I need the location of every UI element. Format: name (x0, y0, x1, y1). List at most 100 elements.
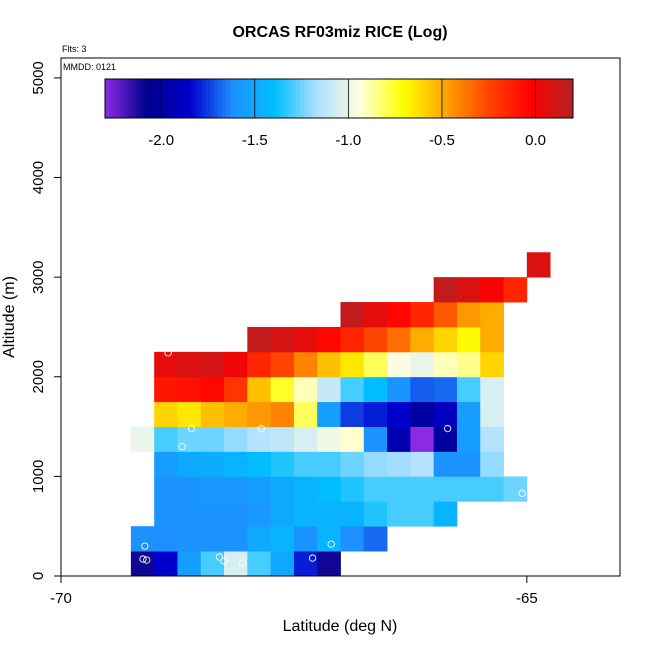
colorbar-segment (526, 79, 531, 118)
heatmap-cell (224, 451, 248, 477)
colorbar-tick-label: 0.0 (525, 132, 546, 149)
heatmap-cell (340, 302, 365, 328)
colorbar-segment (225, 79, 231, 118)
heatmap-cell (270, 451, 295, 477)
heatmap-cell (177, 351, 202, 378)
heatmap-cell (433, 277, 458, 303)
heatmap-cell (456, 302, 481, 328)
colorbar-segment (350, 79, 356, 118)
colorbar-segment (105, 79, 110, 118)
heatmap-cell (317, 501, 341, 527)
heatmap-cell (247, 326, 272, 353)
colorbar-segment (186, 79, 192, 118)
colorbar-segment (557, 79, 562, 118)
colorbar-segment (530, 79, 535, 118)
heatmap-cell (363, 351, 388, 378)
colorbar-segment (428, 79, 434, 118)
colorbar-segment (116, 79, 122, 118)
flight-point (518, 489, 526, 497)
colorbar-segment (467, 79, 473, 118)
heatmap-cell (433, 302, 458, 328)
colorbar-segment (514, 79, 519, 118)
flight-point (139, 555, 147, 563)
heatmap-cell (154, 426, 178, 452)
colorbar-segment (315, 79, 320, 118)
heatmap-cell (293, 351, 318, 378)
colorbar-segment (522, 79, 527, 118)
heatmap-cell (410, 302, 435, 328)
colorbar-segment (475, 79, 480, 118)
colorbar-segment (362, 79, 367, 118)
colorbar-segment (354, 79, 359, 118)
colorbar-segment (132, 79, 137, 118)
heatmap-cell (480, 326, 504, 353)
heatmap-cell (224, 351, 248, 378)
colorbar-segment (409, 79, 414, 118)
colorbar-segment (108, 79, 114, 118)
heatmap-cell (433, 476, 458, 502)
y-axis-label: Altitude (m) (1, 276, 18, 358)
heatmap-cell (270, 551, 295, 577)
colorbar-segment (210, 79, 215, 118)
colorbar-segment (167, 79, 172, 118)
heatmap-cell (456, 351, 481, 378)
heatmap-cell (317, 426, 341, 452)
heatmap-cell (200, 501, 225, 527)
colorbar-tick-label: -1.5 (242, 132, 268, 149)
heatmap-cell (154, 451, 178, 477)
heatmap-cell (247, 551, 272, 577)
heatmap-cell (293, 401, 318, 427)
colorbar-segment (206, 79, 211, 118)
y-tick-label: 1000 (30, 460, 47, 493)
flight-track-points (139, 249, 592, 567)
plot-frame (60, 57, 621, 577)
flights-annotation: Flts: 3 (62, 44, 87, 54)
colorbar-segment (436, 79, 441, 118)
heatmap-cell (270, 426, 295, 452)
colorbar-segment (218, 79, 223, 118)
heatmap-cell (154, 351, 178, 378)
colorbar-segment (280, 79, 285, 118)
colorbar-segment (487, 79, 492, 118)
colorbar-segment (463, 79, 469, 118)
heatmap-cell (270, 401, 295, 427)
heatmap-cell (270, 376, 295, 403)
heatmap-cell (200, 376, 225, 403)
flight-point (178, 442, 186, 451)
heatmap-cell (130, 551, 155, 577)
colorbar-segment (561, 79, 566, 118)
heatmap-cell (270, 476, 295, 502)
heatmap-cell (387, 376, 411, 403)
heatmap-cell (247, 401, 272, 427)
heatmap-cell (410, 451, 435, 477)
flight-point (583, 249, 592, 257)
y-tick-label: 3000 (30, 260, 47, 293)
colorbar-segment (253, 79, 258, 118)
flight-point (257, 424, 265, 433)
colorbar-segment (378, 79, 383, 118)
heatmap-cell (200, 451, 225, 477)
heatmap-cell (247, 501, 272, 527)
heatmap-cell (224, 526, 248, 552)
heatmap-cell (363, 401, 388, 427)
flight-point (239, 559, 247, 567)
colorbar-segment (502, 79, 508, 118)
flight-point (327, 540, 335, 548)
heatmap-cell (480, 476, 504, 502)
colorbar-segment (335, 79, 340, 118)
heatmap-cell (177, 451, 202, 477)
heatmap-cell (433, 451, 458, 477)
chart-title: ORCAS RF03miz RICE (Log) (232, 24, 447, 41)
y-tick-label: 4000 (30, 161, 47, 194)
flight-point (220, 557, 228, 565)
colorbar-segment (151, 79, 157, 118)
colorbar-segment (124, 79, 129, 118)
heatmap-cell (130, 526, 155, 552)
colorbar-segment (261, 79, 266, 118)
colorbar-segment (194, 79, 200, 118)
flight-point (443, 424, 452, 433)
flight-point (143, 556, 151, 564)
heatmap-cell (363, 326, 388, 353)
heatmap-cell (456, 326, 481, 353)
